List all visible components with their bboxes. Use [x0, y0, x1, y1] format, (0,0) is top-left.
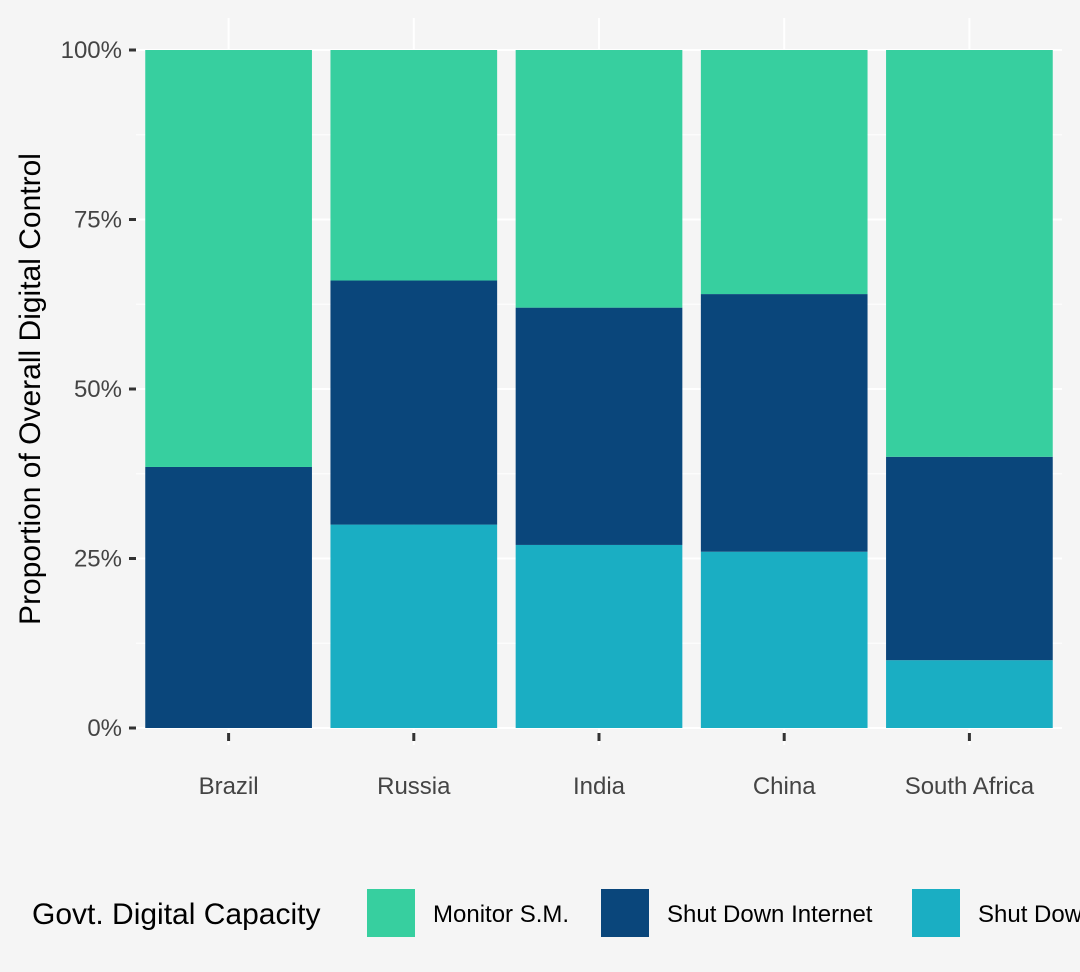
bar-segment [330, 280, 498, 525]
legend-label: Shut Down [978, 901, 1080, 928]
bar-segment [886, 660, 1053, 728]
legend-key [912, 889, 960, 937]
legend-label: Shut Down Internet [667, 901, 873, 928]
bar-segment [886, 456, 1053, 661]
y-tick-label: 75% [74, 207, 122, 234]
y-axis-title: Proportion of Overall Digital Control [14, 153, 47, 625]
x-tick-label: Russia [377, 773, 451, 800]
y-tick-label: 25% [74, 546, 122, 573]
legend-title: Govt. Digital Capacity [32, 898, 320, 931]
bar-segment [330, 524, 498, 728]
y-tick-label: 0% [87, 715, 122, 742]
bars [145, 50, 1053, 728]
x-tick-label: China [753, 773, 816, 800]
x-tick-label: South Africa [905, 773, 1035, 800]
bar-segment [700, 551, 868, 728]
legend-label: Monitor S.M. [433, 901, 569, 928]
bar-segment [515, 307, 683, 545]
x-tick-label: Brazil [199, 773, 259, 800]
legend: Govt. Digital Capacity Monitor S.M. Shut … [32, 889, 1080, 937]
legend-key [367, 889, 415, 937]
x-tick-label: India [573, 773, 626, 800]
y-tick-label: 50% [74, 376, 122, 403]
bar-segment [145, 50, 312, 467]
bar-segment [330, 50, 498, 281]
bar-segment [515, 544, 683, 728]
bar-segment [700, 50, 868, 295]
legend-key [601, 889, 649, 937]
y-tick-label: 100% [61, 37, 122, 64]
y-axis: 0% 25% 50% 75% 100% [61, 37, 136, 742]
bar-segment [700, 294, 868, 552]
bar-segment [886, 50, 1053, 457]
x-axis: Brazil Russia India China South Africa [199, 733, 1035, 800]
bar-segment [515, 50, 683, 308]
bar-segment [145, 466, 312, 728]
